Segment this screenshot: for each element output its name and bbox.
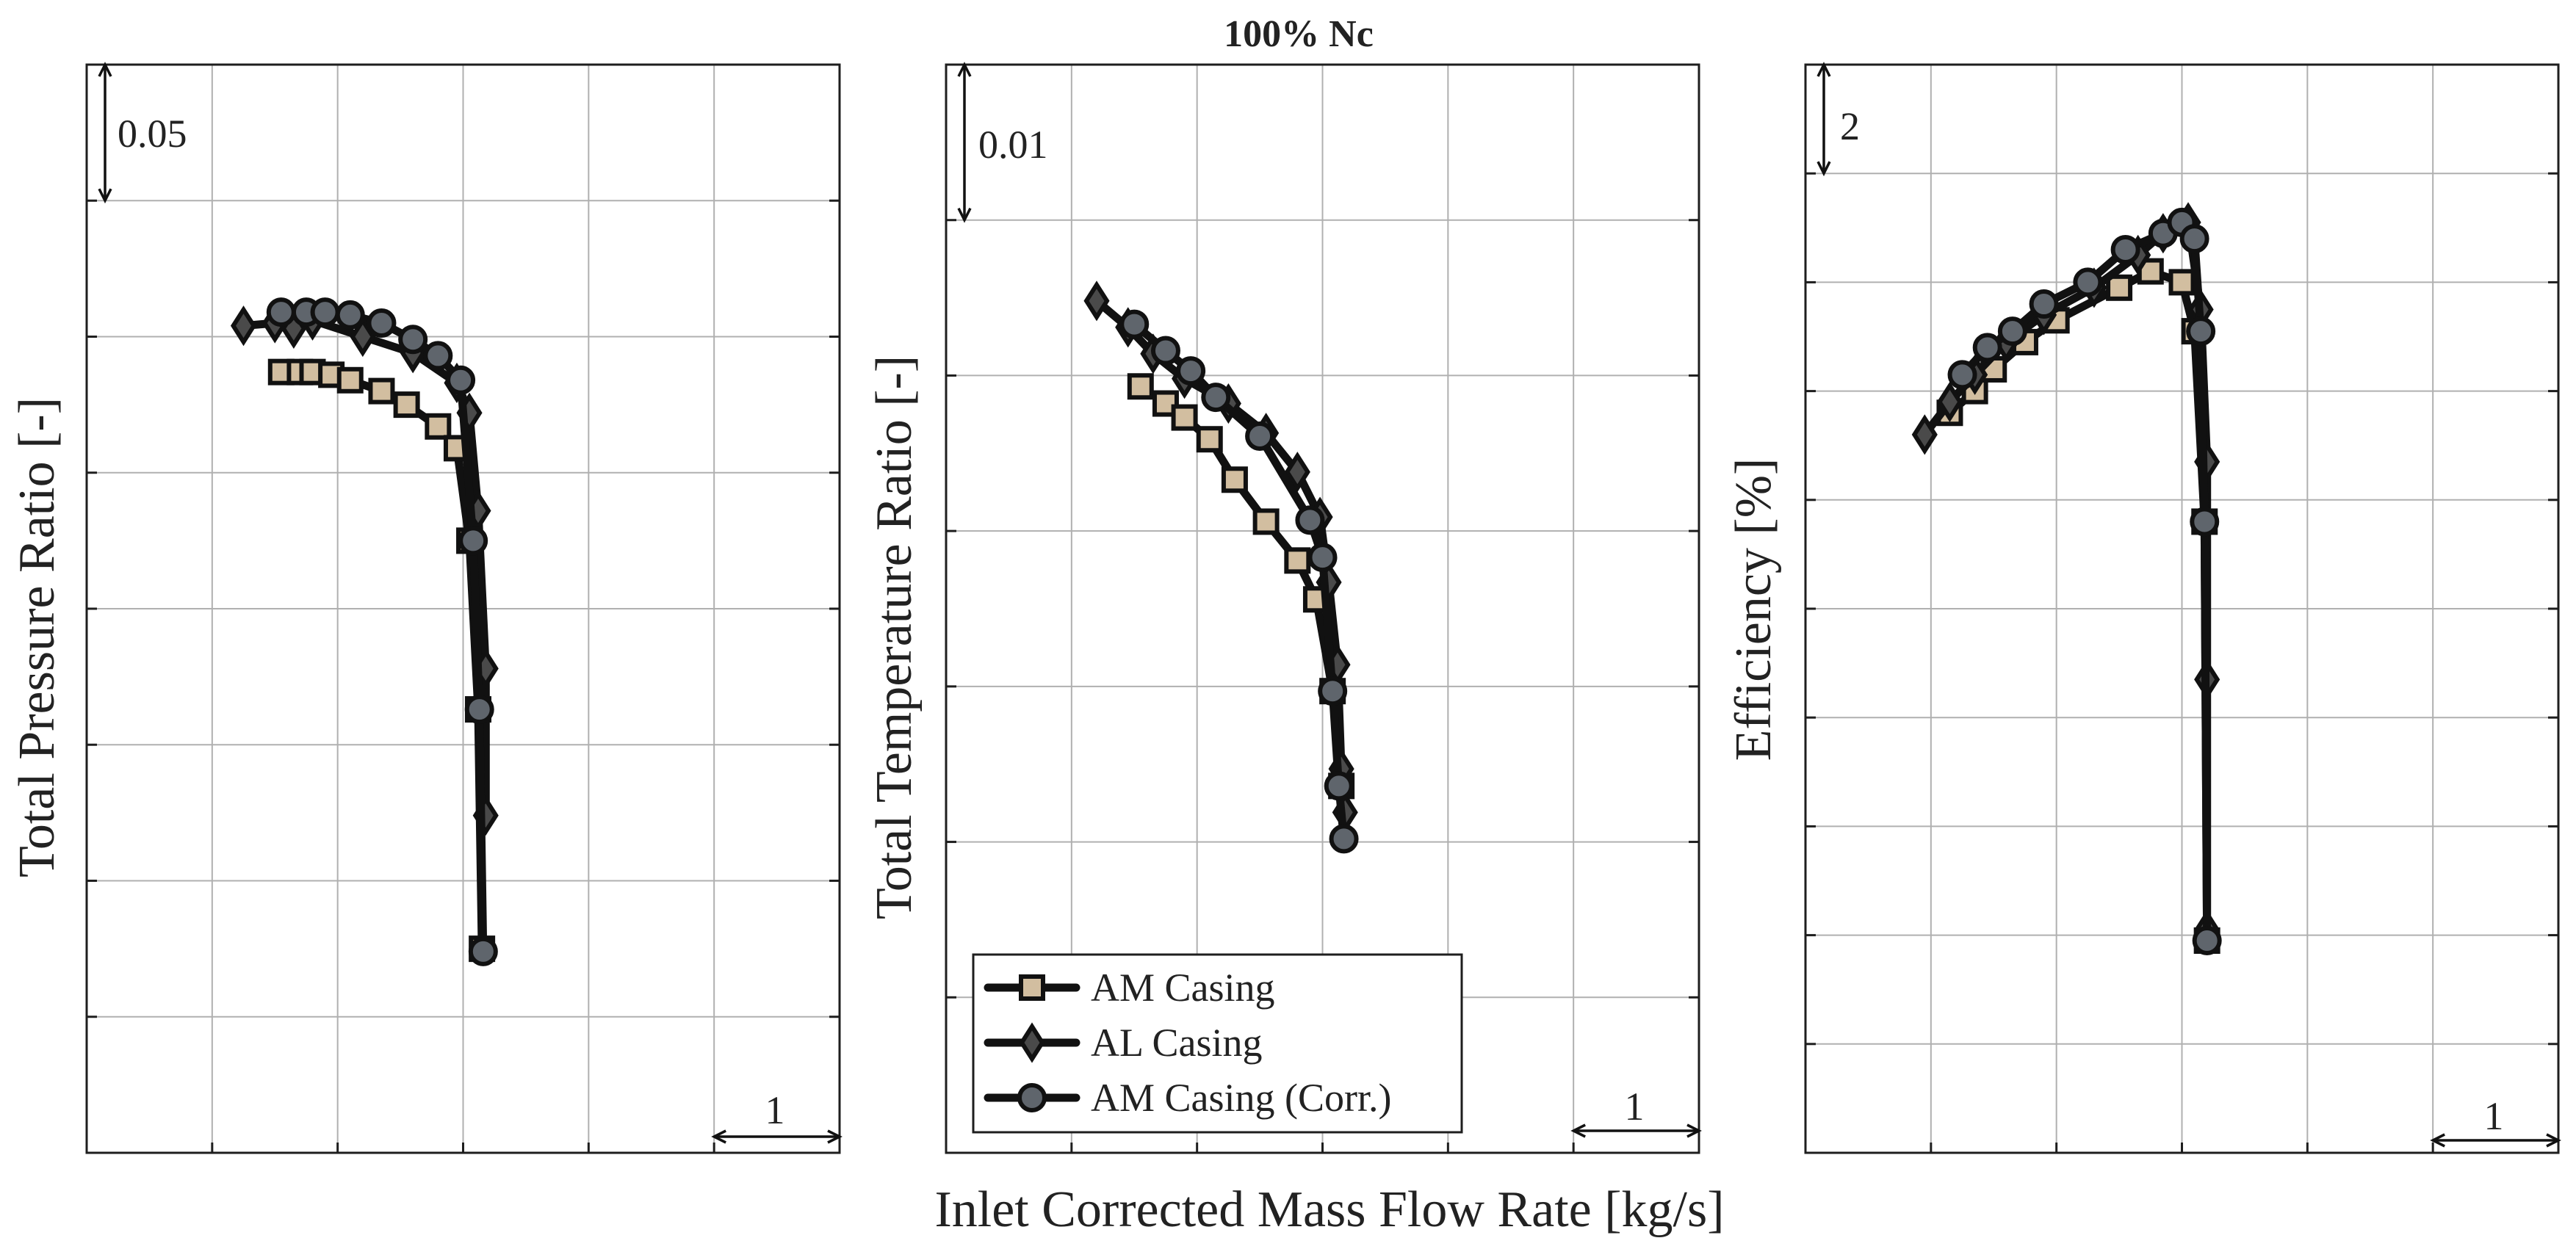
pressure-ratio-plot — [85, 62, 843, 1154]
data-point-square — [393, 391, 420, 419]
efficiency-series-am-casing-corr — [1947, 207, 2222, 956]
data-point-circle — [2073, 267, 2103, 297]
data-point-square — [1284, 547, 1311, 574]
data-point-diamond — [1284, 452, 1310, 493]
pressure-ratio-y-label: Total Pressure Ratio [-] — [9, 397, 65, 877]
data-point-square — [2106, 274, 2133, 301]
legend-entry-am-casing-corr: AM Casing (Corr.) — [984, 1076, 1391, 1120]
efficiency-plot — [1804, 62, 2561, 1154]
data-point-circle — [1295, 505, 1325, 535]
data-point-circle — [2179, 224, 2209, 254]
x-axis-label: Inlet Corrected Mass Flow Rate [kg/s] — [934, 1181, 1724, 1238]
temperature-ratio-x-scale-arrow — [1570, 1123, 1702, 1138]
data-point-square — [1196, 426, 1223, 453]
temperature-ratio-axes-frame — [945, 63, 1700, 1154]
data-point-square — [1252, 508, 1280, 535]
data-point-circle — [1119, 309, 1150, 339]
pressure-ratio-panel: Total Pressure Ratio [-] 0.05 1 — [9, 62, 843, 1154]
data-point-circle — [1307, 543, 1338, 573]
data-point-circle — [1176, 356, 1206, 386]
data-point-circle — [310, 297, 340, 327]
series-line-am-casing-corr — [1130, 320, 1348, 843]
data-point-square — [1127, 373, 1154, 400]
pressure-ratio-x-scale-arrow — [711, 1129, 843, 1144]
pressure-ratio-grid — [87, 65, 840, 1153]
data-point-circle — [2110, 234, 2140, 264]
temperature-ratio-y-scale-arrow — [957, 62, 972, 223]
efficiency-grid — [1805, 65, 2558, 1153]
legend-entry-am-casing: AM Casing — [984, 966, 1275, 1010]
legend-am-casing-square-marker — [1019, 974, 1045, 1001]
data-point-square — [1171, 404, 1198, 431]
pressure-ratio-y-scale-label: 0.05 — [118, 112, 187, 156]
efficiency-x-scale-arrow — [2430, 1133, 2561, 1148]
data-point-circle — [1329, 824, 1359, 854]
legend-entry-al-casing: AL Casing — [984, 1021, 1262, 1065]
data-point-circle — [1972, 333, 2002, 363]
legend-am-casing-label: AM Casing — [1091, 966, 1275, 1010]
data-point-diamond — [1936, 381, 1963, 423]
legend-al-casing-label: AL Casing — [1091, 1021, 1262, 1065]
efficiency-y-scale-arrow — [1816, 62, 1831, 177]
pressure-ratio-series-am-casing-corr — [266, 297, 498, 966]
data-point-circle — [464, 695, 494, 725]
data-point-circle — [1324, 771, 1354, 801]
data-point-circle — [1947, 360, 1977, 390]
data-point-square — [336, 366, 364, 394]
temperature-ratio-x-scale-label: 1 — [1625, 1085, 1645, 1129]
data-point-circle — [1150, 336, 1180, 366]
data-point-circle — [266, 297, 296, 327]
legend-al-casing-diamond-marker — [1019, 1022, 1045, 1063]
data-point-circle — [2192, 926, 2222, 956]
data-point-square — [1221, 466, 1248, 493]
data-point-circle — [468, 936, 498, 966]
pressure-ratio-x-scale-label: 1 — [765, 1088, 785, 1132]
data-point-square — [2168, 269, 2196, 296]
temperature-ratio-y-label: Total Temperature Ratio [-] — [866, 355, 923, 919]
efficiency-y-label: Efficiency [%] — [1725, 458, 1782, 761]
data-point-diamond — [1911, 414, 1938, 455]
data-point-diamond — [1083, 280, 1110, 322]
efficiency-x-scale-label: 1 — [2484, 1094, 2504, 1138]
data-point-circle — [335, 300, 365, 330]
data-point-square — [425, 413, 452, 440]
data-point-circle — [1201, 383, 1231, 413]
legend-am-casing-corr-circle-marker — [1017, 1083, 1047, 1112]
figure-title: 100% Nc — [1224, 13, 1374, 55]
data-point-circle — [2029, 289, 2059, 319]
efficiency-panel: Efficiency [%] 2 1 — [1725, 62, 2561, 1154]
pressure-ratio-y-scale-arrow — [98, 62, 112, 204]
efficiency-axes-frame — [1804, 63, 2560, 1154]
temperature-ratio-panel: Total Temperature Ratio [-] 0.01 1 AM Ca… — [866, 62, 1702, 1154]
temperature-ratio-y-scale-label: 0.01 — [978, 123, 1048, 167]
legend: AM Casing AL Casing AM Casing (Corr.) — [972, 953, 1463, 1134]
data-point-circle — [446, 365, 476, 395]
data-point-circle — [2190, 507, 2220, 537]
data-point-circle — [1245, 421, 1275, 451]
temperature-ratio-series-am-casing-corr — [1119, 309, 1359, 854]
data-point-circle — [2186, 316, 2216, 347]
legend-am-casing-corr-label: AM Casing (Corr.) — [1091, 1076, 1391, 1120]
data-point-circle — [1997, 316, 2027, 347]
data-point-circle — [423, 341, 453, 371]
data-point-circle — [367, 308, 397, 338]
data-point-diamond — [230, 305, 257, 347]
data-point-square — [368, 377, 395, 405]
pressure-ratio-axes-frame — [85, 63, 841, 1154]
data-point-circle — [398, 325, 428, 355]
data-point-circle — [1318, 676, 1348, 706]
data-point-circle — [458, 526, 488, 556]
efficiency-y-scale-label: 2 — [1840, 104, 1860, 148]
